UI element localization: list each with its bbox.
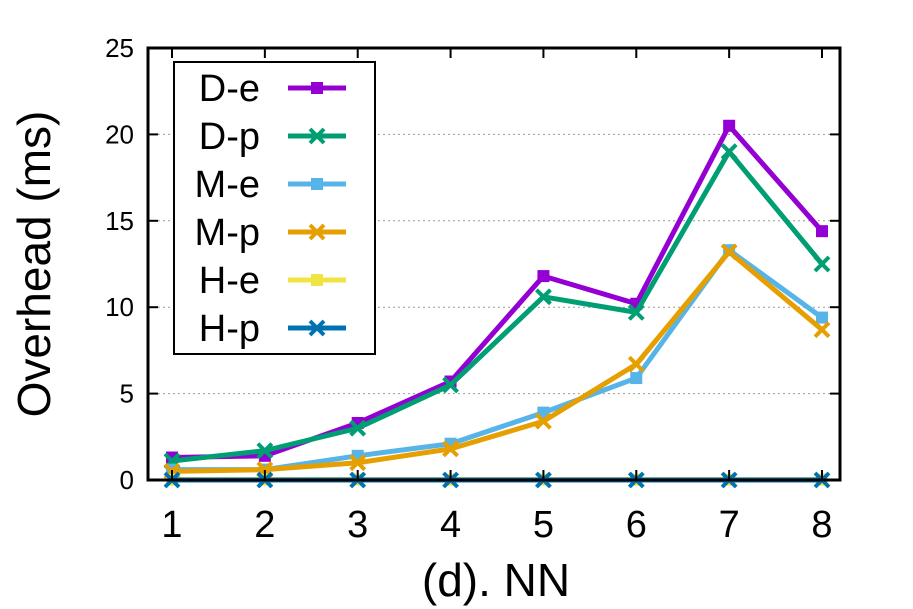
y-axis-label: Overhead (ms) (8, 111, 60, 418)
x-axis-label: (d). NN (422, 554, 570, 606)
data-point-M-p-5 (535, 412, 552, 430)
legend-label: D-p (199, 116, 260, 158)
series-D-p (163, 143, 831, 470)
legend-box (173, 61, 376, 355)
legend-marker (311, 274, 323, 286)
x-tick-label: 2 (254, 504, 275, 546)
data-point-D-p-8 (813, 255, 831, 273)
data-point-D-p-6 (627, 303, 645, 321)
x-tick-label: 4 (440, 504, 461, 546)
legend-item-H-p: H-p (199, 308, 346, 350)
legend: D-e D-p M-e M-p H-e H-p (173, 61, 376, 355)
data-point-M-e-6 (630, 372, 643, 385)
data-point-D-p-7 (720, 143, 738, 161)
x-tick-label: 8 (811, 504, 832, 546)
legend-item-D-p: D-p (199, 116, 346, 158)
data-point-D-p-4 (442, 376, 459, 394)
y-tick-label: 25 (105, 33, 134, 63)
legend-marker (311, 82, 323, 94)
y-tick-label: 0 (120, 465, 134, 495)
legend-marker (308, 319, 326, 337)
data-point-D-e-5 (537, 270, 550, 283)
x-tick-label: 7 (719, 504, 740, 546)
legend-item-M-e: M-e (195, 164, 346, 206)
legend-item-H-e: H-e (199, 260, 346, 302)
y-tick-label: 15 (105, 206, 134, 236)
legend-label: H-e (199, 260, 260, 302)
plot-frame (146, 46, 842, 482)
legend-marker (311, 178, 323, 190)
y-tick-label: 5 (120, 379, 134, 409)
series-line-D-p (171, 149, 824, 464)
data-point-M-p-8 (813, 321, 831, 339)
x-tick-label: 3 (347, 504, 368, 546)
series-M-p (163, 243, 831, 480)
series-line-D-e (171, 123, 824, 461)
data-point-M-p-7 (720, 243, 738, 261)
data-point-M-p-6 (627, 355, 645, 373)
data-point-M-e-8 (816, 311, 828, 324)
x-tick-label: 6 (626, 504, 647, 546)
axis-ticks: 0 5 10 15 20 25 1 2 3 4 5 6 7 8 (105, 33, 840, 546)
legend-marker (308, 223, 326, 241)
legend-label: M-e (195, 164, 260, 206)
series-line-M-p (171, 249, 824, 474)
data-point-D-e-7 (723, 119, 736, 132)
data-point-M-p-4 (442, 440, 459, 458)
legend-label: M-p (195, 212, 260, 254)
y-tick-label: 10 (105, 292, 134, 322)
x-tick-label: 1 (161, 504, 182, 546)
legend-marker (308, 127, 326, 145)
legend-label: D-e (199, 68, 260, 110)
y-tick-label: 20 (105, 119, 134, 149)
data-point-D-p-2 (256, 442, 274, 460)
data-point-D-e-8 (816, 225, 828, 238)
legend-item-D-e: D-e (199, 68, 346, 110)
legend-item-M-p: M-p (195, 212, 346, 254)
data-point-M-p-3 (349, 454, 367, 472)
data-point-D-p-5 (535, 288, 552, 306)
legend-label: H-p (199, 308, 260, 350)
data-point-D-p-3 (349, 419, 367, 437)
x-tick-label: 5 (533, 504, 554, 546)
